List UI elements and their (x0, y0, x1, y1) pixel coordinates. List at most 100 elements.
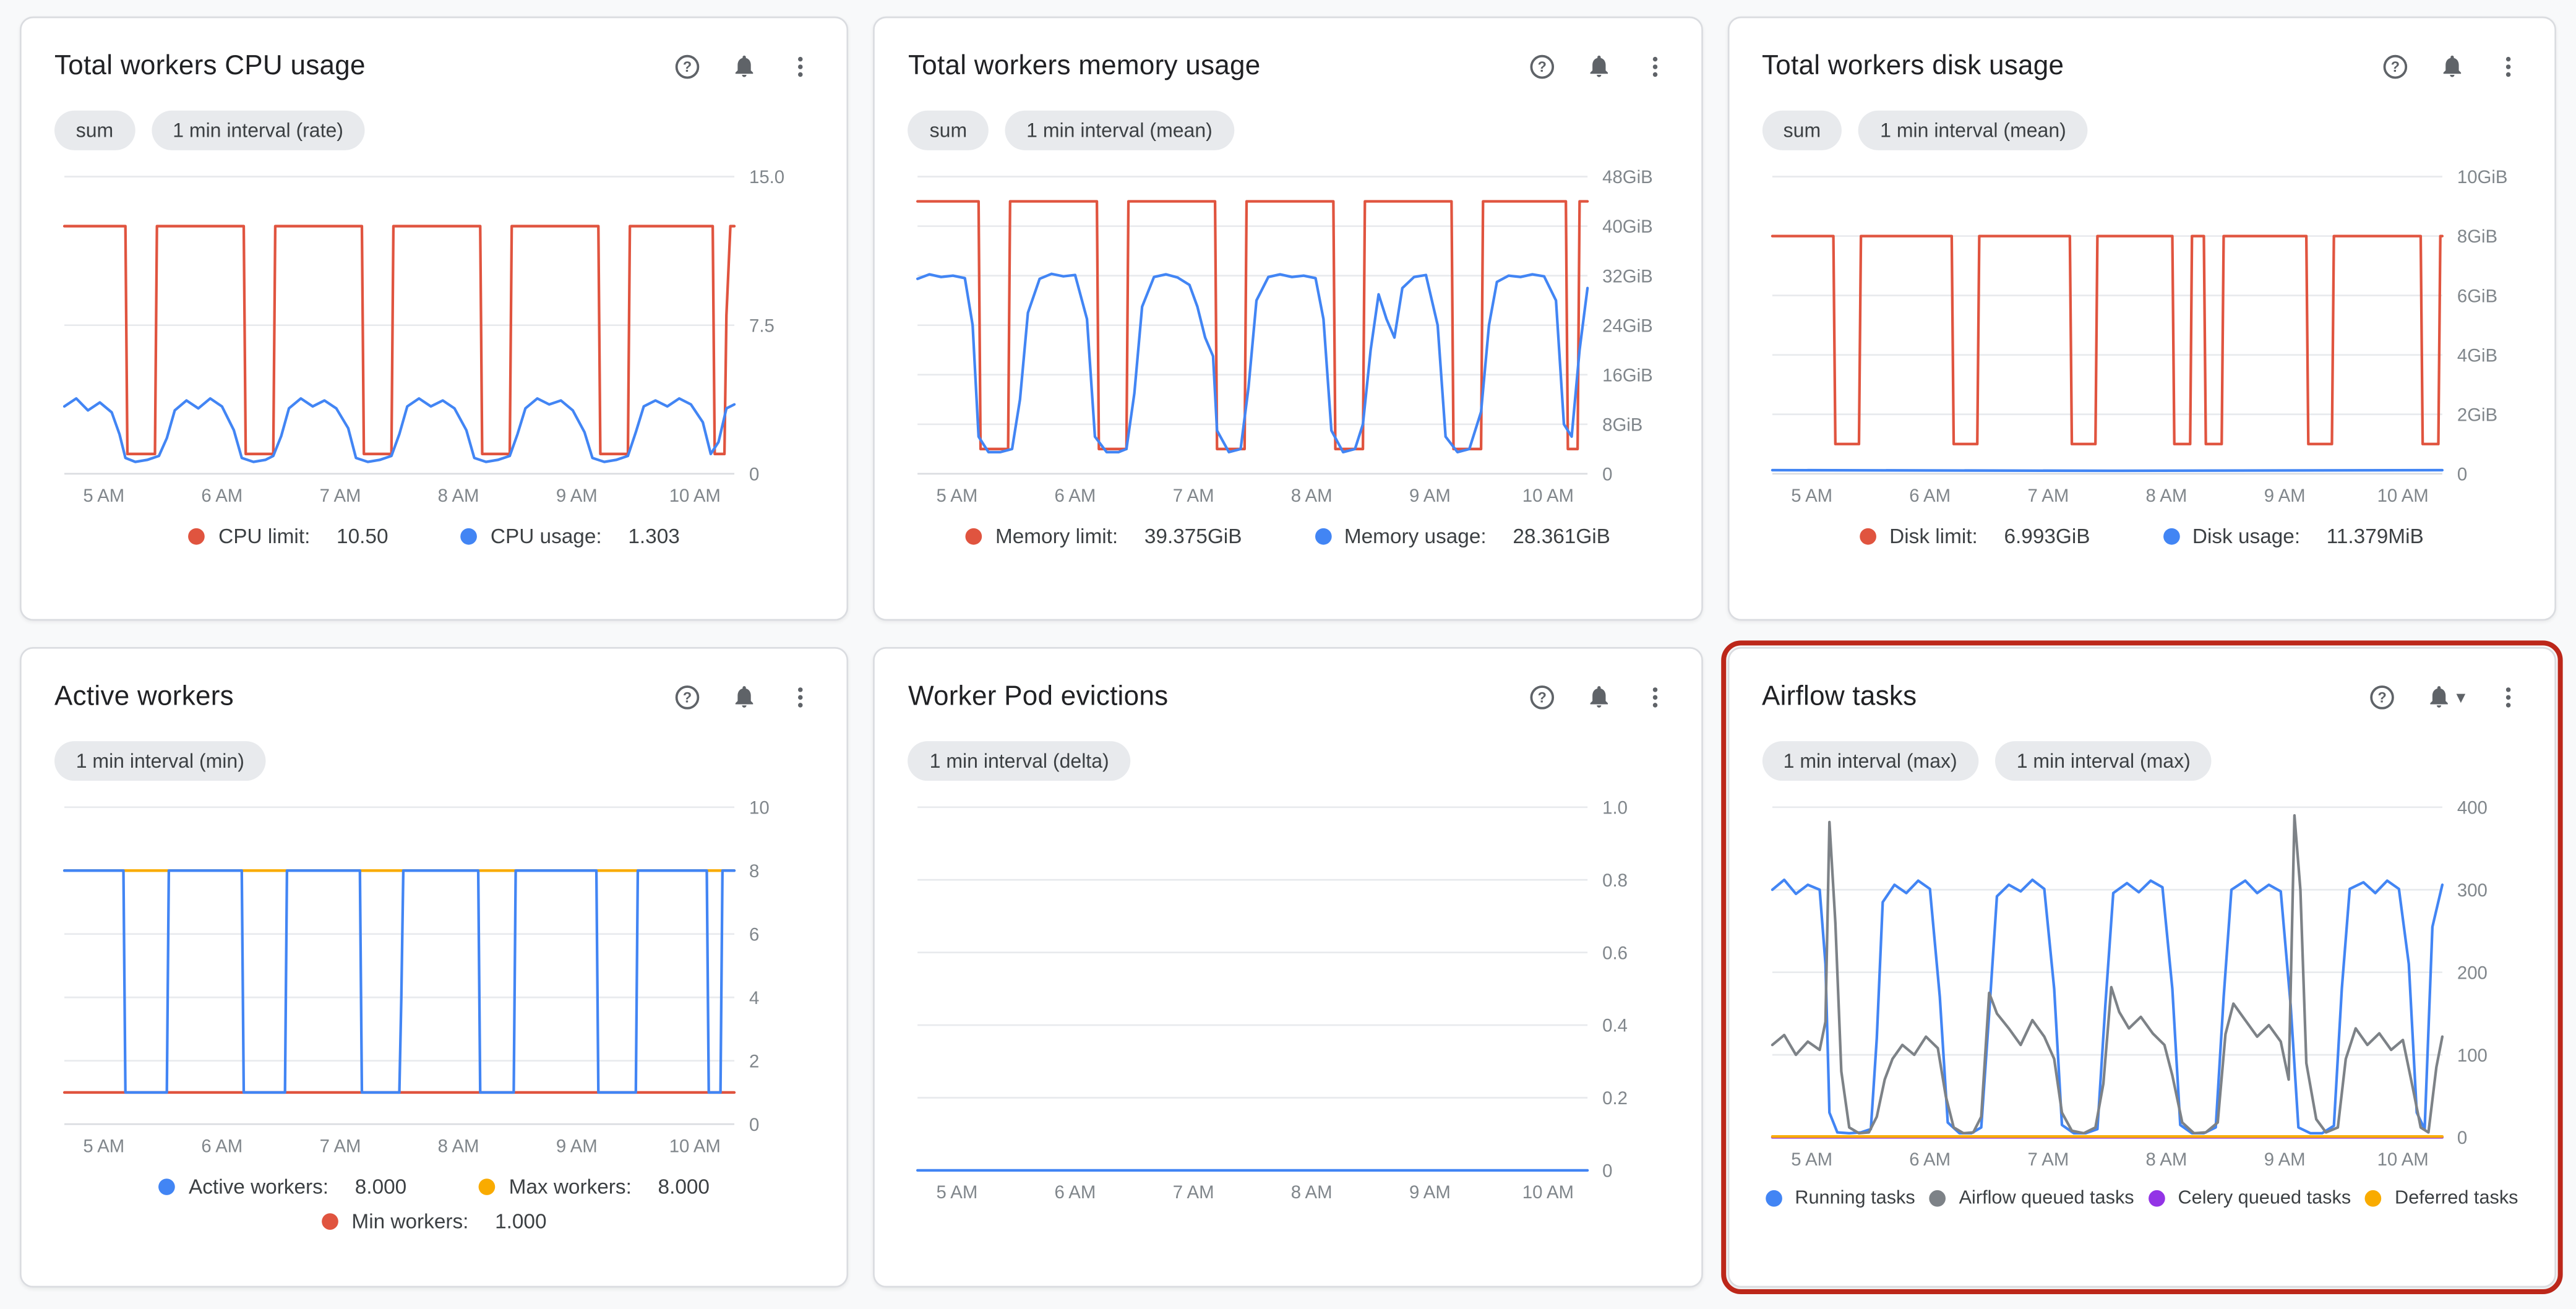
legend-item[interactable]: Memory limit: 39.375GiB (965, 525, 1242, 548)
legend-item[interactable]: Max workers: 8.000 (479, 1175, 710, 1198)
svg-text:40GiB: 40GiB (1603, 217, 1654, 237)
line-chart[interactable]: 0 2GiB 4GiB 6GiB 8GiB 10GiB 5 AM 6 AM 7 AM 8 AM 9 … (1762, 160, 2524, 510)
chart-area[interactable]: 0 7.5 15.0 5 AM 6 AM 7 AM 8 AM 9 AM 10 AM (54, 160, 814, 510)
aggregation-chip[interactable]: sum (54, 110, 135, 150)
legend-dot (479, 1178, 496, 1195)
legend-item[interactable]: Running tasks (1765, 1188, 1915, 1208)
alerting-bell-icon[interactable]: ▾ (2426, 684, 2465, 710)
overflow-menu-icon[interactable] (1641, 52, 1668, 80)
svg-text:?: ? (1537, 59, 1546, 75)
svg-text:7 AM: 7 AM (2027, 486, 2069, 506)
aggregation-chip[interactable]: 1 min interval (rate) (151, 110, 365, 150)
help-icon[interactable]: ? (674, 682, 702, 710)
card-header: Total workers disk usage ? (1762, 45, 2522, 87)
svg-text:10 AM: 10 AM (669, 1136, 721, 1157)
line-chart[interactable]: 0 100 200 300 400 5 AM 6 AM 7 AM 8 AM 9 AM 10 AM (1762, 791, 2524, 1174)
legend-item[interactable]: Disk usage: 11.379MiB (2162, 525, 2424, 548)
chips-row: sum 1 min interval (mean) (908, 110, 1668, 150)
overflow-menu-icon[interactable] (1641, 682, 1668, 710)
legend-item[interactable]: Active workers: 8.000 (158, 1175, 406, 1199)
line-chart[interactable]: 0 8GiB 16GiB 24GiB 32GiB 40GiB 48GiB 5 AM 6 AM 7 … (908, 160, 1670, 510)
card-active-workers: Active workers ? (20, 647, 849, 1288)
overflow-menu-icon[interactable] (2495, 52, 2522, 80)
card-title: Worker Pod evictions (908, 680, 1169, 711)
aggregation-chip[interactable]: sum (1761, 110, 1842, 150)
bell-caret-icon[interactable]: ▾ (2456, 687, 2466, 708)
help-icon[interactable]: ? (2369, 682, 2397, 710)
chips-row: sum 1 min interval (mean) (1761, 110, 2522, 150)
svg-text:9 AM: 9 AM (556, 1136, 598, 1157)
aggregation-chip[interactable]: sum (908, 110, 989, 150)
help-icon[interactable]: ? (2381, 52, 2409, 80)
legend-item[interactable]: Celery queued tasks (2148, 1188, 2351, 1208)
aggregation-chip[interactable]: 1 min interval (min) (54, 741, 266, 781)
alerting-bell-icon[interactable] (732, 684, 758, 710)
chips-row: 1 min interval (delta) (908, 741, 1668, 781)
legend-item[interactable]: Airflow queued tasks (1929, 1188, 2134, 1209)
chips-row: 1 min interval (min) (54, 741, 814, 781)
line-chart[interactable]: 0 2 4 6 8 10 5 AM 6 AM 7 AM 8 AM 9 AM 10 AM (54, 791, 817, 1161)
chart-area[interactable]: 0 100 200 300 400 5 AM 6 AM 7 AM 8 AM 9 AM 10 AM (1762, 791, 2522, 1174)
card-title: Airflow tasks (1761, 680, 1917, 711)
alerting-bell-icon[interactable] (1586, 53, 1612, 79)
legend-item[interactable]: CPU usage: 1.303 (460, 525, 680, 548)
svg-text:0.2: 0.2 (1603, 1088, 1628, 1109)
card-title: Active workers (54, 680, 234, 711)
aggregation-chip[interactable]: 1 min interval (mean) (1858, 110, 2088, 150)
alerting-bell-icon[interactable] (2439, 53, 2466, 79)
line-chart[interactable]: 0 7.5 15.0 5 AM 6 AM 7 AM 8 AM 9 AM 10 AM (54, 160, 817, 510)
help-icon[interactable]: ? (674, 52, 702, 80)
card-actions: ? ▾ (2369, 682, 2522, 710)
svg-text:7 AM: 7 AM (320, 1136, 361, 1157)
legend-item[interactable]: CPU limit: 10.50 (189, 525, 388, 548)
help-icon[interactable]: ? (1527, 52, 1555, 80)
svg-text:10 AM: 10 AM (1523, 486, 1574, 506)
chart-area[interactable]: 0 8GiB 16GiB 24GiB 32GiB 40GiB 48GiB 5 AM 6 AM 7 … (908, 160, 1668, 510)
legend-item[interactable]: Deferred tasks (2365, 1188, 2518, 1208)
line-chart[interactable]: 0 0.2 0.4 0.6 0.8 1.0 5 AM 6 AM 7 AM 8 AM 9 AM 10 A… (908, 791, 1670, 1206)
legend-item[interactable]: Disk limit: 6.993GiB (1860, 525, 2090, 548)
help-icon[interactable]: ? (1527, 682, 1555, 710)
legend-item[interactable]: Min workers: 1.000 (322, 1209, 547, 1234)
legend-dot (158, 1178, 176, 1195)
legend-dot (1929, 1190, 1946, 1207)
overflow-menu-icon[interactable] (2495, 682, 2522, 710)
svg-text:0: 0 (2457, 465, 2467, 485)
card-actions: ? (1527, 52, 1668, 80)
aggregation-chip[interactable]: 1 min interval (mean) (1005, 110, 1234, 150)
svg-text:6 AM: 6 AM (201, 486, 243, 506)
overflow-menu-icon[interactable] (788, 682, 814, 710)
chart-area[interactable]: 0 2GiB 4GiB 6GiB 8GiB 10GiB 5 AM 6 AM 7 AM 8 AM 9 … (1762, 160, 2522, 510)
legend-item[interactable]: Memory usage: 28.361GiB (1314, 525, 1610, 548)
legend-dot (1765, 1190, 1782, 1207)
aggregation-chip[interactable]: 1 min interval (delta) (908, 741, 1131, 781)
svg-text:10 AM: 10 AM (1523, 1182, 1574, 1203)
svg-text:48GiB: 48GiB (1603, 167, 1654, 187)
legend-value: 1.303 (628, 525, 680, 548)
svg-text:8 AM: 8 AM (1292, 486, 1333, 506)
legend-label: Running tasks (1795, 1188, 1915, 1209)
svg-text:6 AM: 6 AM (1908, 1149, 1950, 1170)
chart-area[interactable]: 0 0.2 0.4 0.6 0.8 1.0 5 AM 6 AM 7 AM 8 AM 9 AM 10 A… (908, 791, 1668, 1206)
card-title: Total workers memory usage (908, 50, 1261, 80)
svg-text:300: 300 (2457, 880, 2487, 901)
svg-text:6 AM: 6 AM (201, 1136, 243, 1157)
svg-text:7 AM: 7 AM (2027, 1149, 2069, 1170)
svg-text:9 AM: 9 AM (1410, 1182, 1451, 1203)
legend-label: Min workers: (351, 1209, 469, 1234)
svg-text:8 AM: 8 AM (2145, 486, 2187, 506)
chart-area[interactable]: 0 2 4 6 8 10 5 AM 6 AM 7 AM 8 AM 9 AM 10 AM (54, 791, 814, 1161)
svg-text:4GiB: 4GiB (2457, 345, 2497, 366)
svg-text:0: 0 (749, 1115, 759, 1135)
aggregation-chip[interactable]: 1 min interval (max) (1995, 741, 2212, 781)
legend-dot (460, 528, 478, 545)
legend-label: Active workers: (189, 1175, 329, 1199)
legend-label: Airflow queued tasks (1959, 1188, 2134, 1209)
alerting-bell-icon[interactable] (1586, 684, 1612, 710)
alerting-bell-icon[interactable] (732, 53, 758, 79)
overflow-menu-icon[interactable] (788, 52, 814, 80)
card-airflow-tasks: Airflow tasks ? ▾ (1720, 640, 2563, 1295)
legend-row: CPU limit: 10.50 CPU usage: 1.303 (54, 525, 814, 548)
aggregation-chip[interactable]: 1 min interval (max) (1761, 741, 1979, 781)
